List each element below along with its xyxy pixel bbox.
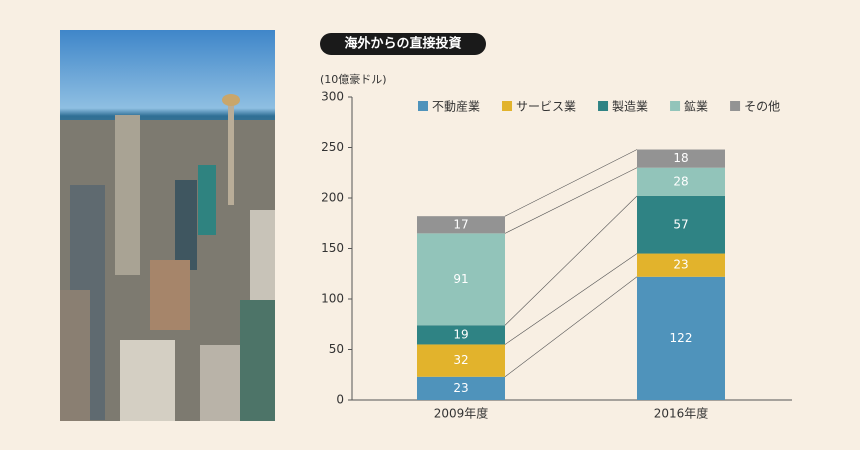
bar-segment <box>417 344 505 377</box>
legend-label: 鉱業 <box>684 99 708 114</box>
y-tick-label: 0 <box>336 393 344 407</box>
bar-segment <box>637 195 725 254</box>
value-label: 18 <box>673 151 688 165</box>
bar-segment <box>417 233 505 326</box>
bar-segment <box>417 325 505 345</box>
value-label: 122 <box>670 331 693 345</box>
connector <box>504 253 638 345</box>
value-label: 23 <box>673 258 688 272</box>
bar-segment <box>417 216 505 234</box>
bar-segment <box>637 276 725 400</box>
legend-swatch <box>730 101 741 111</box>
value-label: 28 <box>673 174 688 188</box>
value-label: 19 <box>453 327 468 341</box>
bar-segment <box>417 376 505 400</box>
legend-label: その他 <box>744 100 780 114</box>
y-tick-label: 250 <box>321 140 344 154</box>
legend-label: サービス業 <box>516 100 576 114</box>
connector <box>504 276 638 378</box>
value-label: 32 <box>453 353 468 367</box>
y-tick-label: 100 <box>321 292 344 306</box>
bar-segment <box>637 149 725 168</box>
x-tick-label: 2016年度 <box>654 406 709 421</box>
value-label: 23 <box>453 381 468 395</box>
y-tick-label: 50 <box>329 342 344 356</box>
connector <box>504 167 638 234</box>
title-pill <box>320 33 486 55</box>
y-tick-label: 150 <box>321 241 344 255</box>
y-tick-label: 200 <box>321 191 344 205</box>
legend-swatch <box>418 101 428 111</box>
value-label: 17 <box>453 217 468 231</box>
bar-segment <box>637 253 725 277</box>
connector <box>504 149 638 217</box>
city-photo <box>60 30 275 421</box>
legend-label: 不動産業 <box>432 99 480 114</box>
y-axis-label: (10億豪ドル) <box>320 72 387 86</box>
value-label: 57 <box>673 217 688 231</box>
legend-swatch <box>598 101 609 111</box>
legend-swatch <box>670 101 681 111</box>
x-tick-label: 2009年度 <box>434 406 489 421</box>
connector <box>504 195 638 326</box>
value-label: 91 <box>453 272 468 286</box>
legend-label: 製造業 <box>612 100 648 114</box>
legend-swatch <box>502 101 513 111</box>
bar-segment <box>637 167 725 196</box>
chart-title: 海外からの直接投資 <box>344 36 461 52</box>
y-tick-label: 300 <box>321 90 344 104</box>
